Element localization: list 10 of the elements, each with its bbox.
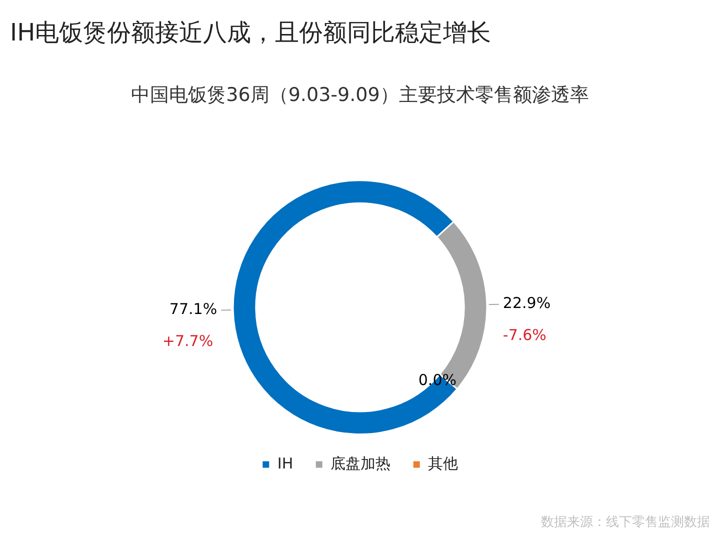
chart-subtitle: 中国电饭煲36周（9.03-9.09）主要技术零售额渗透率: [131, 84, 589, 106]
text: +7.7%: [162, 332, 214, 350]
text: -7.6%: [502, 326, 546, 344]
data-label: 77.1%: [169, 300, 218, 318]
legend-label: 底盘加热: [330, 454, 391, 472]
legend-label: IH: [277, 454, 294, 472]
chart-title: IH电饭煲份额接近八成，且份额同比稳定增长: [10, 18, 492, 47]
source-note: 数据来源：线下零售监测数据: [541, 515, 710, 530]
data-label: 22.9%: [502, 294, 551, 312]
legend-label: 其他: [428, 454, 458, 472]
